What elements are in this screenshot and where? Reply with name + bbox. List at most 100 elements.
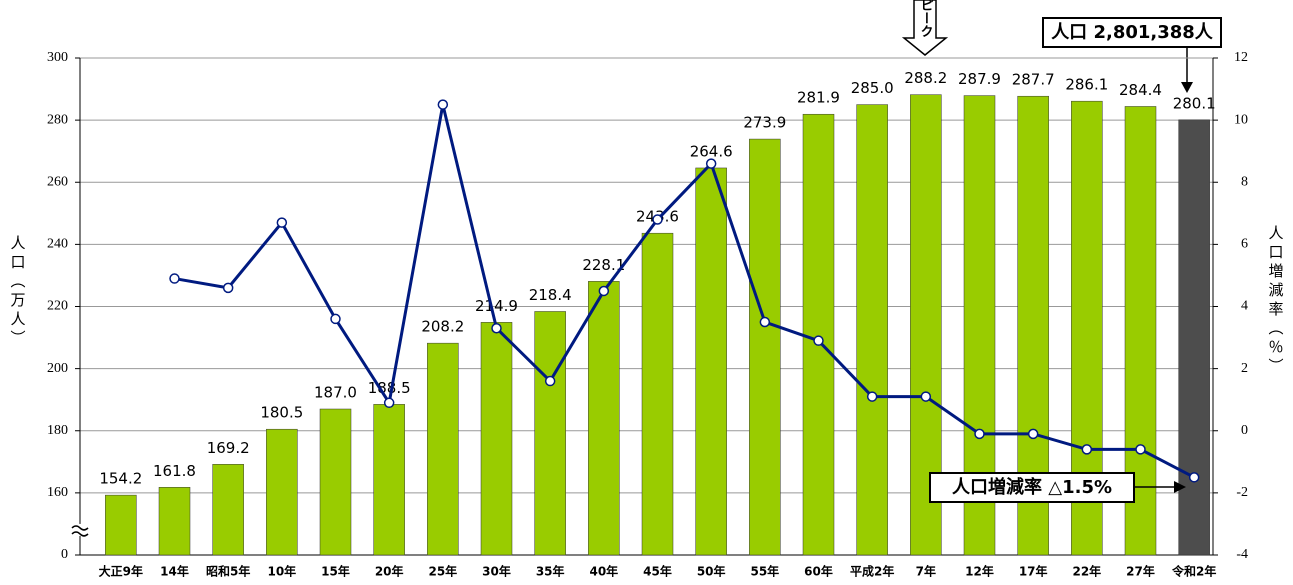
y-tick-label: 240 bbox=[47, 237, 68, 252]
y2-tick-label: 6 bbox=[1241, 237, 1248, 252]
value-label: 281.9 bbox=[797, 89, 840, 107]
rate-point bbox=[1081, 444, 1093, 455]
x-tick-label: 10年 bbox=[267, 564, 296, 579]
rate-point bbox=[974, 428, 985, 440]
value-label: 280.1 bbox=[1173, 94, 1216, 112]
x-tick-label: 7年 bbox=[916, 564, 936, 579]
value-label: 169.2 bbox=[207, 439, 250, 457]
y2-tick-label: 10 bbox=[1234, 112, 1248, 127]
rate-point bbox=[222, 282, 234, 294]
bar bbox=[212, 464, 244, 556]
bar bbox=[1178, 119, 1210, 556]
axis-break-gap bbox=[72, 523, 88, 536]
x-tick-label: 12年 bbox=[965, 564, 994, 579]
rate-point bbox=[491, 322, 502, 334]
y-axis-label: 人口（万人） bbox=[9, 235, 27, 349]
rate-point bbox=[276, 217, 288, 228]
rate-point bbox=[759, 316, 771, 328]
y2-tick-label: 12 bbox=[1234, 50, 1248, 65]
y-tick-label: 260 bbox=[47, 174, 68, 189]
y2-tick-label: 0 bbox=[1241, 423, 1248, 438]
value-label: 161.8 bbox=[153, 462, 196, 480]
rate-line bbox=[174, 104, 1195, 479]
bar bbox=[373, 404, 405, 556]
rate-point bbox=[437, 99, 449, 110]
x-tick-label: 45年 bbox=[643, 564, 672, 579]
population-arrow-head bbox=[1181, 82, 1193, 93]
value-label: 218.4 bbox=[529, 286, 572, 304]
bar bbox=[802, 113, 835, 556]
x-tick-label: 15年 bbox=[321, 564, 350, 579]
x-tick-label: 20年 bbox=[375, 564, 404, 579]
axis-break bbox=[71, 525, 89, 537]
y-tick-label: 160 bbox=[47, 485, 68, 500]
x-tick-label: 令和2年 bbox=[1171, 564, 1216, 579]
bar bbox=[534, 311, 566, 556]
rate-annotation: 人口増減率 △1.5% bbox=[952, 476, 1112, 498]
population-annotation: 人口 2,801,388人 bbox=[1051, 22, 1214, 43]
bar bbox=[856, 104, 888, 556]
rate-point bbox=[544, 375, 556, 387]
bar bbox=[427, 342, 459, 556]
rate-point bbox=[330, 313, 341, 325]
y-tick-label: 200 bbox=[47, 361, 68, 376]
rate-point bbox=[652, 214, 663, 225]
y-tick-label: 300 bbox=[47, 50, 68, 65]
rate-point bbox=[813, 335, 824, 346]
value-label: 187.0 bbox=[314, 384, 357, 402]
x-tick-label: 25年 bbox=[428, 564, 457, 579]
bar bbox=[588, 281, 620, 556]
x-tick-label: 40年 bbox=[589, 564, 618, 579]
y2-tick-label: 2 bbox=[1241, 361, 1248, 376]
y2-tick-label: -2 bbox=[1236, 485, 1248, 500]
value-label: 208.2 bbox=[421, 318, 464, 336]
value-label: 288.2 bbox=[904, 69, 947, 87]
rate-box bbox=[929, 472, 1135, 503]
value-label: 287.9 bbox=[958, 70, 1001, 88]
y2-tick-label: 8 bbox=[1241, 174, 1248, 189]
peak-label: ピーク bbox=[918, 0, 934, 38]
x-tick-label: 平成2年 bbox=[850, 564, 894, 579]
x-tick-label: 60年 bbox=[804, 564, 833, 579]
bar bbox=[319, 408, 352, 556]
rate-point bbox=[1027, 428, 1039, 440]
x-tick-label: 50年 bbox=[697, 564, 726, 579]
rate-point bbox=[705, 158, 717, 169]
x-tick-label: 35年 bbox=[536, 564, 565, 579]
rate-point bbox=[598, 285, 610, 297]
value-label: 273.9 bbox=[743, 114, 786, 132]
bar bbox=[749, 138, 781, 556]
y-tick-label: 0 bbox=[61, 547, 68, 562]
y2-tick-label: 4 bbox=[1241, 299, 1248, 314]
bar bbox=[480, 322, 513, 556]
value-label: 154.2 bbox=[99, 470, 142, 488]
x-tick-label: 大正9年 bbox=[99, 564, 143, 579]
x-tick-label: 昭和5年 bbox=[206, 564, 250, 579]
y2-tick-label: -4 bbox=[1236, 547, 1248, 562]
rate-point bbox=[169, 273, 180, 284]
rate-point bbox=[1135, 444, 1146, 455]
x-tick-label: 22年 bbox=[1072, 564, 1101, 579]
value-label: 214.9 bbox=[475, 297, 518, 315]
peak-arrow bbox=[901, 0, 949, 56]
population-box bbox=[1042, 17, 1222, 48]
x-tick-label: 14年 bbox=[160, 564, 189, 579]
rate-point bbox=[866, 391, 878, 402]
x-tick-label: 55年 bbox=[750, 564, 779, 579]
value-label: 284.4 bbox=[1119, 81, 1162, 99]
value-label: 180.5 bbox=[260, 404, 303, 422]
rate-arrow-head bbox=[1174, 481, 1186, 493]
y-tick-label: 280 bbox=[47, 112, 68, 127]
x-tick-label: 17年 bbox=[1019, 564, 1048, 579]
value-label: 287.7 bbox=[1012, 71, 1055, 89]
value-label: 264.6 bbox=[690, 142, 733, 160]
rate-point bbox=[383, 397, 395, 409]
bar bbox=[266, 428, 298, 556]
bar bbox=[158, 487, 191, 556]
value-label: 286.1 bbox=[1065, 76, 1108, 94]
bar bbox=[641, 232, 674, 556]
x-tick-label: 30年 bbox=[482, 564, 511, 579]
value-label: 228.1 bbox=[582, 256, 625, 274]
rate-point bbox=[920, 391, 932, 402]
